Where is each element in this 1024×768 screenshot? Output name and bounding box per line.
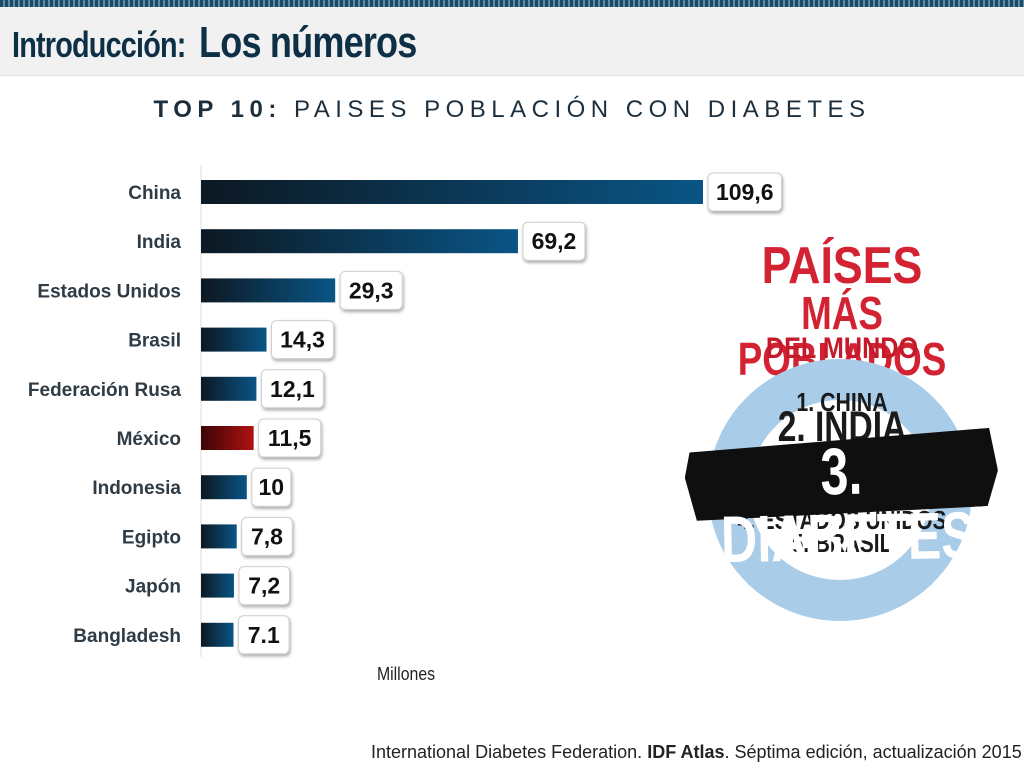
chart-heading-rest: PAISES POBLACIÓN CON DIABETES — [294, 96, 871, 123]
category-label: México — [117, 429, 181, 450]
value-label-box — [339, 270, 403, 310]
value-label: 109,6 — [716, 179, 774, 205]
bar-chart: China 109,6 India 69,2 Estados Unidos 29,3 Bra… — [28, 165, 782, 657]
source-citation: International Diabetes Federation. IDF A… — [371, 742, 1022, 763]
source-atlas: IDF Atlas — [647, 742, 725, 762]
value-label: 11,5 — [268, 425, 312, 451]
top-decorative-strip — [0, 0, 1024, 7]
category-label: China — [128, 183, 181, 204]
value-label-box — [522, 221, 586, 261]
value-label-box — [238, 566, 290, 606]
title-band: Introducción: Los números — [0, 7, 1024, 76]
category-label: Brasil — [128, 331, 181, 352]
value-label: 7.1 — [248, 622, 280, 648]
category-label: Bangladesh — [73, 626, 181, 647]
bar — [201, 376, 257, 401]
source-org: International Diabetes Federation. — [371, 742, 643, 762]
value-label-box — [251, 467, 292, 507]
chart-heading-lead: TOP 10: — [153, 96, 282, 123]
value-label: 69,2 — [532, 228, 577, 254]
slide-title: Introducción: Los números — [12, 21, 464, 65]
bar — [201, 475, 247, 500]
badge-rank-1: 1. CHINA — [796, 387, 888, 417]
value-label: 7,2 — [248, 573, 280, 599]
bar-highlighted — [201, 426, 254, 450]
badge-rank-5: 5. BRASIL — [791, 528, 893, 558]
bar — [201, 622, 234, 647]
value-label-box — [260, 369, 324, 409]
category-label: Japón — [125, 577, 181, 598]
value-label: 10 — [259, 474, 285, 500]
x-axis-unit-label: Millones — [376, 664, 436, 684]
value-label-box — [238, 615, 290, 655]
badge-title-line1: PAÍSES — [761, 237, 923, 295]
bar — [201, 524, 237, 549]
value-label-box — [241, 516, 293, 556]
badge-rank-3: 3. DIABETES — [720, 433, 976, 577]
value-label-box — [707, 172, 782, 212]
value-label-box — [258, 418, 322, 458]
category-label: India — [137, 232, 182, 253]
category-label: Federación Rusa — [28, 380, 182, 401]
value-label: 14,3 — [280, 327, 325, 353]
bar — [201, 327, 267, 352]
value-label-box — [270, 320, 334, 360]
bar — [201, 278, 336, 303]
slide-title-part1: Introducción: — [12, 24, 186, 65]
value-label: 29,3 — [349, 277, 394, 303]
value-label: 12,1 — [270, 376, 315, 402]
source-rest: . Séptima edición, actualización 2015 — [724, 742, 1022, 762]
slide-title-part2: Los números — [198, 18, 417, 67]
category-label: Egipto — [122, 527, 181, 548]
value-label: 7,8 — [251, 523, 283, 549]
badge-title-line3: DEL MUNDO — [765, 332, 919, 365]
bar — [201, 573, 234, 598]
category-label: Indonesia — [92, 478, 181, 499]
chart-heading: TOP 10: PAISES POBLACIÓN CON DIABETES — [0, 96, 1024, 124]
bar — [201, 180, 703, 204]
category-label: Estados Unidos — [37, 281, 181, 302]
bar — [201, 229, 518, 254]
most-populated-badge: PAÍSES MÁS POBLADOS DEL MUNDO 1. CHINA 2… — [682, 232, 1002, 627]
